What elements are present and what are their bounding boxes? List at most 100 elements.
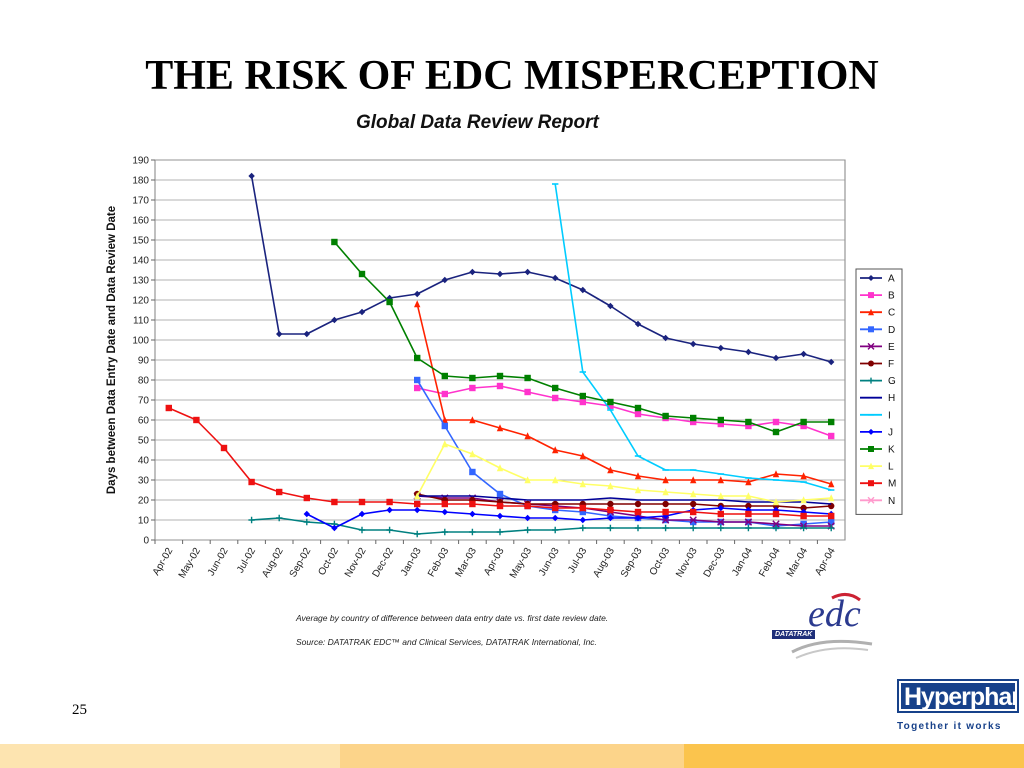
data-point [469, 416, 476, 424]
data-point [441, 422, 448, 430]
data-point [800, 418, 807, 426]
series-d [414, 376, 835, 530]
legend-label: M [888, 479, 896, 490]
x-tick-label: Dec-02 [371, 546, 397, 580]
data-point [414, 530, 421, 538]
legend-item-l: L [860, 462, 894, 473]
x-tick-label: Apr-02 [151, 546, 176, 578]
data-point [358, 308, 366, 316]
data-point [690, 418, 697, 426]
data-point [772, 520, 780, 528]
data-point [552, 526, 559, 534]
data-point [634, 524, 642, 532]
data-point [800, 524, 807, 532]
data-point [868, 480, 874, 487]
data-point [276, 330, 283, 338]
data-point [662, 412, 669, 420]
data-point [867, 496, 875, 504]
data-point [717, 492, 724, 500]
y-tick-label: 30 [138, 476, 150, 487]
data-point [661, 516, 670, 524]
data-point [303, 518, 310, 526]
data-point [717, 510, 724, 518]
data-point [552, 476, 559, 484]
legend-label: C [888, 308, 895, 319]
line-chart: 0 10 20 30 40 50 60 70 80 90 100 110 120 130 140 150 160… [106, 156, 903, 581]
legend-item-b: B [860, 291, 895, 302]
series-i [552, 183, 835, 491]
data-point [248, 172, 255, 180]
y-tick-label: 60 [138, 416, 150, 427]
data-point [634, 320, 642, 328]
data-point [800, 472, 807, 480]
data-point [662, 500, 669, 508]
data-point [828, 480, 835, 488]
data-point [331, 524, 338, 532]
legend-item-f: F [860, 359, 894, 370]
edc-logo: edc DATATRAK [772, 586, 884, 666]
data-point [469, 468, 476, 476]
data-point [828, 512, 835, 520]
series-line [417, 495, 832, 505]
data-point [690, 524, 697, 532]
data-point [441, 416, 448, 424]
legend-label: N [888, 496, 895, 507]
series-line [417, 493, 832, 509]
data-point [828, 358, 835, 366]
x-tick-label: Jan-03 [399, 546, 424, 578]
y-tick-label: 150 [132, 236, 149, 247]
data-point [441, 372, 448, 380]
data-point [469, 384, 476, 392]
data-point [634, 472, 642, 480]
datatrak-badge: DATATRAK [772, 630, 816, 639]
data-point [358, 510, 366, 518]
y-tick-label: 110 [133, 316, 149, 327]
data-point [358, 526, 366, 534]
data-point [276, 488, 283, 496]
y-tick-label: 20 [138, 496, 150, 507]
y-tick-label: 70 [138, 396, 150, 407]
edc-logo-graphic: edc [791, 593, 873, 659]
data-point [717, 524, 724, 532]
data-point [579, 452, 586, 460]
data-point [496, 372, 504, 380]
data-point [469, 528, 476, 536]
data-point [868, 377, 874, 384]
legend-box [855, 268, 903, 515]
data-point [868, 326, 874, 333]
data-point [552, 504, 559, 512]
y-tick-label: 90 [138, 356, 150, 367]
data-point [868, 275, 874, 281]
data-point [607, 500, 614, 508]
legend-item-j: J [860, 427, 893, 438]
legend-label: J [888, 427, 893, 438]
data-point [607, 466, 614, 474]
data-point [607, 482, 614, 490]
legend-item-n: N [860, 496, 895, 507]
data-point [800, 504, 807, 512]
data-point [496, 502, 504, 510]
x-tick-label: May-03 [508, 546, 534, 581]
data-point [386, 526, 393, 534]
footer-color-band [0, 744, 1024, 768]
x-tick-label: Oct-03 [648, 546, 673, 578]
legend-item-g: G [860, 376, 896, 387]
edc-logo-text: edc [808, 593, 861, 635]
hyperphar-logo-name: Hyperphar [897, 679, 1019, 713]
data-point [662, 334, 669, 342]
data-point [607, 514, 614, 522]
data-point [469, 450, 476, 458]
series-c [414, 300, 835, 488]
data-point [496, 270, 504, 278]
data-point [800, 520, 807, 528]
data-point [441, 528, 448, 536]
data-point [745, 492, 752, 500]
data-point [868, 428, 874, 435]
y-tick-label: 180 [132, 176, 149, 187]
y-tick-label: 130 [132, 276, 149, 287]
legend-label: I [888, 410, 891, 421]
y-tick-label: 100 [132, 336, 149, 347]
data-point [414, 506, 421, 514]
data-point [414, 376, 421, 384]
